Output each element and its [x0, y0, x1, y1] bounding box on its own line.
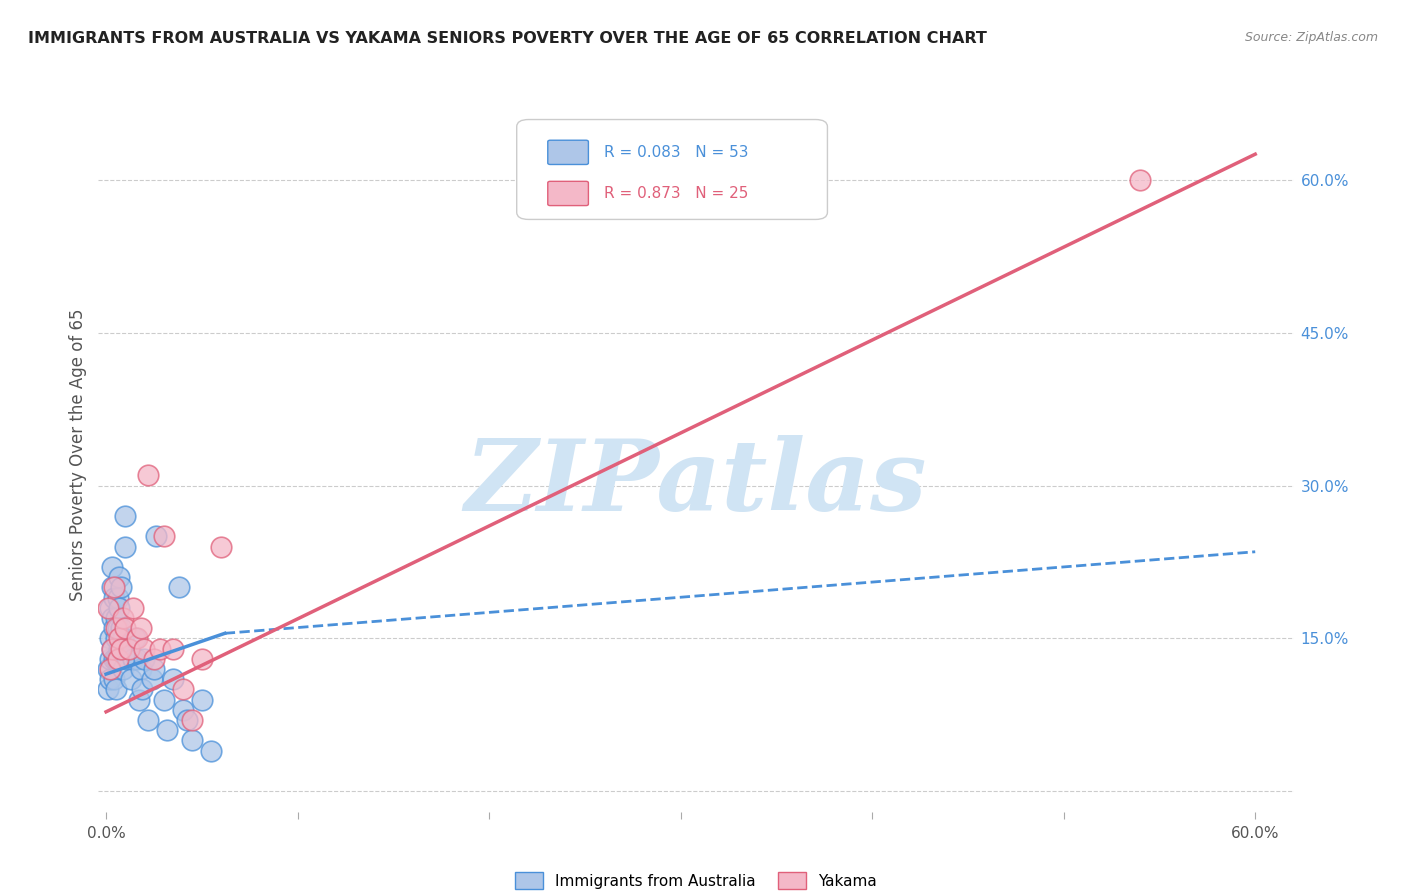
Y-axis label: Seniors Poverty Over the Age of 65: Seniors Poverty Over the Age of 65: [69, 309, 87, 601]
Point: [136, 468, 159, 483]
Point: [143, 652, 166, 666]
Point: [149, 641, 172, 656]
FancyBboxPatch shape: [517, 120, 827, 219]
Point: [104, 632, 127, 646]
Point: [129, 662, 152, 676]
Point: [120, 672, 142, 686]
Point: [103, 591, 125, 605]
Point: [104, 621, 127, 635]
Point: [103, 621, 125, 635]
Point: [108, 632, 131, 646]
Point: [114, 540, 136, 554]
Point: [103, 652, 125, 666]
Text: ZIPatlas: ZIPatlas: [465, 435, 927, 532]
Point: [98, 600, 121, 615]
Point: [1129, 172, 1152, 186]
Point: [104, 611, 127, 625]
Point: [107, 621, 129, 635]
Point: [167, 581, 190, 595]
Point: [103, 672, 125, 686]
Point: [110, 581, 132, 595]
Point: [97, 682, 120, 697]
Point: [101, 581, 124, 595]
Point: [114, 621, 136, 635]
Point: [118, 641, 141, 656]
Point: [107, 652, 129, 666]
FancyBboxPatch shape: [548, 181, 589, 205]
Point: [107, 591, 129, 605]
Point: [191, 652, 214, 666]
Point: [145, 529, 167, 543]
Point: [172, 682, 194, 697]
Text: Source: ZipAtlas.com: Source: ZipAtlas.com: [1244, 31, 1378, 45]
Point: [124, 632, 146, 646]
Point: [112, 662, 135, 676]
Point: [110, 641, 132, 656]
Point: [209, 540, 232, 554]
Point: [110, 621, 132, 635]
Point: [125, 652, 148, 666]
Point: [181, 713, 204, 727]
Point: [98, 632, 121, 646]
Point: [191, 692, 214, 706]
Text: IMMIGRANTS FROM AUSTRALIA VS YAKAMA SENIORS POVERTY OVER THE AGE OF 65 CORRELATI: IMMIGRANTS FROM AUSTRALIA VS YAKAMA SENI…: [28, 31, 987, 46]
Point: [104, 682, 127, 697]
Point: [98, 652, 121, 666]
Point: [134, 641, 156, 656]
Point: [152, 692, 174, 706]
Point: [115, 652, 138, 666]
Point: [136, 713, 159, 727]
Point: [122, 652, 145, 666]
Point: [181, 733, 204, 747]
Text: R = 0.873   N = 25: R = 0.873 N = 25: [605, 186, 748, 201]
Point: [118, 641, 141, 656]
Point: [103, 581, 125, 595]
Point: [134, 652, 156, 666]
Point: [112, 632, 135, 646]
Point: [125, 632, 148, 646]
Point: [108, 570, 131, 584]
Point: [129, 621, 152, 635]
Point: [107, 652, 129, 666]
Point: [162, 672, 184, 686]
Point: [97, 600, 120, 615]
Point: [101, 641, 124, 656]
Point: [112, 611, 135, 625]
Point: [108, 600, 131, 615]
Point: [141, 672, 163, 686]
Point: [152, 529, 174, 543]
Point: [104, 652, 127, 666]
Point: [114, 509, 136, 524]
Point: [98, 672, 121, 686]
Point: [101, 611, 124, 625]
Point: [101, 641, 124, 656]
Point: [200, 743, 222, 757]
Point: [162, 641, 184, 656]
Point: [108, 641, 131, 656]
Point: [97, 662, 120, 676]
Legend: Immigrants from Australia, Yakama: Immigrants from Australia, Yakama: [509, 866, 883, 892]
Point: [143, 662, 166, 676]
Text: R = 0.083   N = 53: R = 0.083 N = 53: [605, 145, 748, 160]
Point: [101, 560, 124, 574]
Point: [128, 692, 150, 706]
Point: [172, 703, 194, 717]
Point: [122, 600, 145, 615]
Point: [131, 682, 153, 697]
FancyBboxPatch shape: [548, 140, 589, 164]
Point: [98, 662, 121, 676]
Point: [156, 723, 179, 738]
Point: [176, 713, 198, 727]
